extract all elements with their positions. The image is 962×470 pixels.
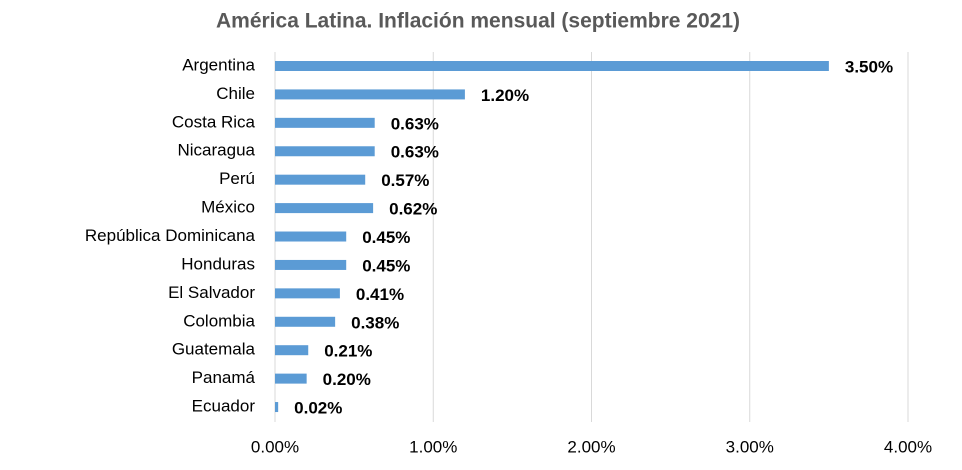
bar (275, 61, 829, 71)
bar (275, 402, 279, 413)
x-tick-label: 0.00% (251, 437, 299, 456)
y-tick-label: República Dominicana (85, 226, 256, 245)
y-tick-label: Chile (216, 84, 255, 103)
value-label: 0.63% (391, 143, 439, 162)
y-tick-label: El Salvador (168, 283, 255, 302)
y-tick-label: Colombia (183, 311, 255, 330)
bar (275, 288, 340, 299)
chart-title: América Latina. Inflación mensual (septi… (216, 10, 740, 33)
value-label: 0.62% (389, 200, 437, 219)
y-tick-label: Ecuador (192, 397, 256, 416)
y-tick-label: Nicaragua (178, 141, 256, 160)
bar (275, 231, 347, 242)
bar (275, 316, 336, 327)
y-tick-label: Costa Rica (172, 112, 256, 131)
value-label: 0.57% (381, 171, 429, 190)
x-tick-label: 3.00% (726, 437, 774, 456)
x-tick-label: 2.00% (567, 437, 615, 456)
bar (275, 259, 347, 270)
y-tick-label: Panamá (192, 368, 256, 387)
value-label: 0.20% (323, 370, 371, 389)
value-label: 1.20% (481, 86, 529, 105)
bar (275, 373, 307, 384)
bar (275, 203, 374, 214)
bar (275, 146, 375, 157)
value-label: 3.50% (845, 57, 893, 76)
value-label: 0.21% (324, 342, 372, 361)
y-tick-label: México (201, 198, 255, 217)
y-tick-label: Honduras (181, 254, 255, 273)
value-label: 0.45% (362, 228, 410, 247)
y-tick-label: Argentina (182, 55, 255, 74)
x-tick-label: 4.00% (884, 437, 932, 456)
bar (275, 117, 375, 128)
value-label: 0.45% (362, 256, 410, 275)
x-tick-label: 1.00% (409, 437, 457, 456)
y-tick-label: Perú (219, 169, 255, 188)
bar (275, 345, 309, 356)
value-label: 0.02% (294, 399, 342, 418)
bar (275, 89, 465, 100)
value-label: 0.63% (391, 114, 439, 133)
bar (275, 174, 366, 185)
value-label: 0.41% (356, 285, 404, 304)
value-label: 0.38% (351, 313, 399, 332)
y-tick-label: Guatemala (172, 340, 256, 359)
